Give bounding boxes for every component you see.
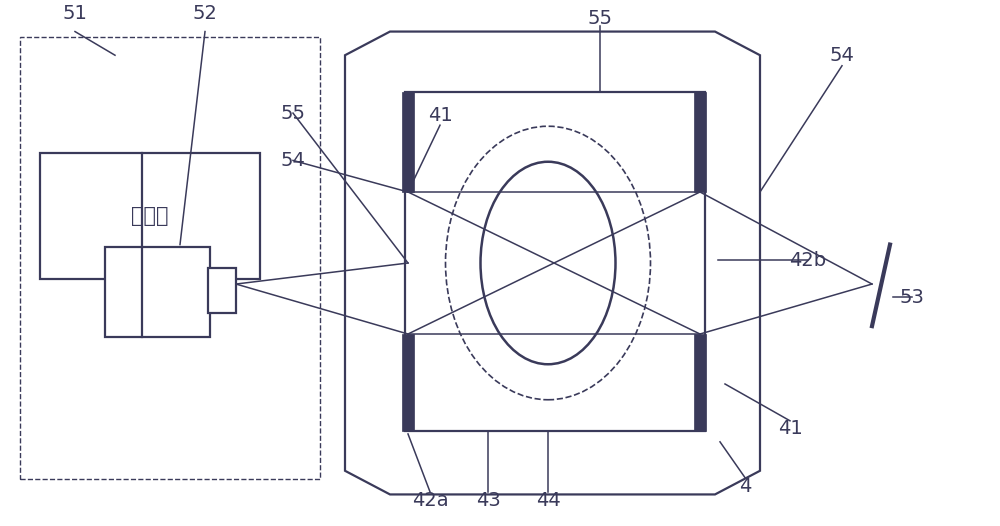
Text: 55: 55: [280, 104, 306, 123]
Bar: [105, 247, 210, 337]
Text: 44: 44: [536, 491, 560, 510]
Text: 42b: 42b: [789, 251, 827, 270]
Text: 54: 54: [830, 46, 854, 65]
Bar: [402, 334, 414, 431]
Bar: [20, 37, 320, 479]
Bar: [208, 268, 236, 313]
Text: 42a: 42a: [412, 491, 448, 510]
Text: 4: 4: [739, 477, 751, 496]
Text: 控制器: 控制器: [131, 206, 169, 226]
Bar: [694, 92, 706, 192]
Text: 41: 41: [778, 419, 802, 438]
Text: 53: 53: [900, 288, 924, 307]
Text: 52: 52: [193, 4, 217, 23]
Bar: [405, 92, 705, 431]
Text: 51: 51: [63, 4, 87, 23]
Text: 55: 55: [588, 9, 612, 28]
Bar: [694, 334, 706, 431]
Bar: [40, 153, 260, 279]
Bar: [402, 92, 414, 192]
Text: 43: 43: [476, 491, 500, 510]
Text: 41: 41: [428, 106, 452, 125]
Polygon shape: [345, 32, 760, 494]
Text: 54: 54: [281, 151, 305, 170]
